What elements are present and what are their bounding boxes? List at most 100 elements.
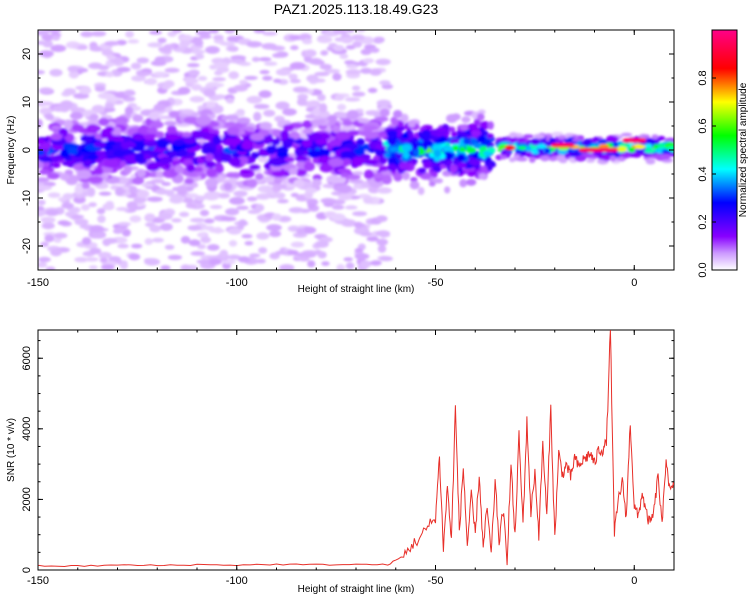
spectrogram-cell (402, 151, 410, 160)
spectrogram-cell (350, 34, 365, 41)
spectrogram-cell (126, 201, 138, 209)
spectrogram-cell (43, 231, 56, 237)
spectrogram-cell (89, 114, 99, 120)
spectrogram-cell (38, 256, 51, 263)
spectrogram-cell (305, 187, 317, 194)
spectrogram-cell (155, 189, 170, 195)
spectrogram-cell (334, 94, 345, 101)
spectrogram-cell (569, 152, 577, 158)
spectrogram-cell (161, 181, 171, 187)
spectrogram-cell (190, 251, 206, 256)
spectrogram-cell (53, 232, 68, 239)
spectrogram-cell (366, 236, 379, 242)
spectrogram-cell (172, 30, 182, 34)
spectrogram-cell (518, 137, 526, 144)
spectrogram-cell (333, 30, 348, 35)
spectrogram-cell (362, 143, 371, 151)
spectrogram-cell (131, 243, 143, 249)
spectrogram-cell (644, 148, 656, 154)
spectrogram-cell (279, 264, 295, 270)
spectrogram-cell (367, 87, 378, 93)
spectrogram-cell (258, 247, 268, 254)
spectrogram-cell (340, 150, 357, 159)
spectrogram-cell (148, 111, 160, 121)
spectrogram-cell (345, 30, 355, 33)
spectrogram-y-label: Frequency (Hz) (6, 116, 17, 185)
spectrogram-cell (257, 156, 269, 163)
spectrogram-cell (360, 67, 373, 74)
spectrogram-cell (233, 84, 248, 92)
spectrogram-cell (99, 257, 108, 263)
spectrogram-cell (236, 205, 249, 210)
spectrogram-cell (49, 68, 63, 77)
colorbar-ticks: 0.0 0.2 0.4 0.6 0.8 (697, 70, 716, 278)
spectrogram-cell (45, 209, 60, 217)
y-tick-label: 4000 (21, 417, 33, 441)
spectrogram-cell (220, 216, 237, 222)
spectrogram-cell (548, 137, 556, 144)
spectrogram-cell (117, 222, 132, 227)
spectrogram-cell (204, 160, 216, 169)
spectrogram-cell (288, 167, 298, 176)
spectrogram-cell (197, 244, 207, 250)
spectrogram-cell (98, 251, 112, 259)
spectrogram-cell (228, 46, 239, 52)
spectrogram-cell (269, 193, 286, 198)
spectrogram-cell (250, 133, 265, 142)
spectrogram-cell (90, 30, 107, 37)
spectrogram-cell (387, 156, 397, 164)
spectrogram-cell (280, 130, 290, 140)
spectrogram-cell (381, 174, 392, 185)
spectrogram-cell (586, 158, 595, 163)
spectrogram-cell (344, 97, 361, 102)
spectrogram-cell (341, 158, 352, 166)
y-tick-label: 0 (21, 567, 33, 573)
spectrogram-cell (89, 247, 102, 255)
spectrogram-cell (226, 126, 240, 136)
spectrogram-cell (638, 138, 647, 143)
spectrogram-cell (207, 258, 222, 266)
spectrogram-cell (344, 205, 358, 210)
spectrogram-cell (38, 149, 45, 156)
spectrogram-cell (530, 148, 540, 155)
spectrogram-cell (38, 184, 52, 191)
spectrogram-cell (286, 249, 299, 256)
spectrogram-cell (71, 124, 85, 132)
spectrogram-cell (609, 155, 616, 162)
y-tick-label: -20 (21, 238, 33, 254)
spectrogram-cell (69, 111, 83, 120)
y-tick-label: 0 (21, 147, 33, 153)
spectrogram-cell (152, 71, 168, 77)
spectrogram-cell (63, 88, 77, 96)
spectrogram-cell (115, 207, 130, 212)
spectrogram-cell (153, 103, 166, 112)
spectrogram-cell (340, 36, 354, 44)
spectrogram-cell (157, 37, 167, 44)
spectrogram-cell (429, 171, 438, 177)
spectrogram-cell (171, 218, 182, 223)
spectrogram-cell (250, 151, 260, 159)
spectrogram-cell (67, 147, 78, 155)
spectrogram-cell (303, 161, 315, 172)
spectrogram-cell (316, 36, 333, 44)
spectrogram-cell (352, 211, 368, 217)
spectrogram-cell (506, 137, 518, 143)
spectrogram-cell (536, 143, 548, 149)
spectrogram-cell (451, 130, 458, 138)
spectrogram-cell (256, 193, 271, 200)
spectrogram-cell (651, 134, 659, 140)
spectrogram-cell (81, 181, 90, 190)
x-tick-label: 0 (631, 277, 637, 289)
spectrogram-cell (335, 130, 351, 141)
spectrogram-cell (149, 120, 164, 129)
spectrogram-cell (331, 125, 341, 133)
spectrogram-cell (319, 103, 328, 113)
spectrogram-cell (63, 119, 73, 130)
spectrogram-cell (173, 139, 185, 146)
spectrogram-cell (479, 146, 486, 152)
spectrogram-cell (379, 256, 393, 262)
spectrogram-cell (370, 260, 382, 266)
spectrogram-cell (195, 195, 207, 201)
spectrogram-cell (282, 124, 295, 132)
spectrogram-cell (88, 62, 103, 70)
